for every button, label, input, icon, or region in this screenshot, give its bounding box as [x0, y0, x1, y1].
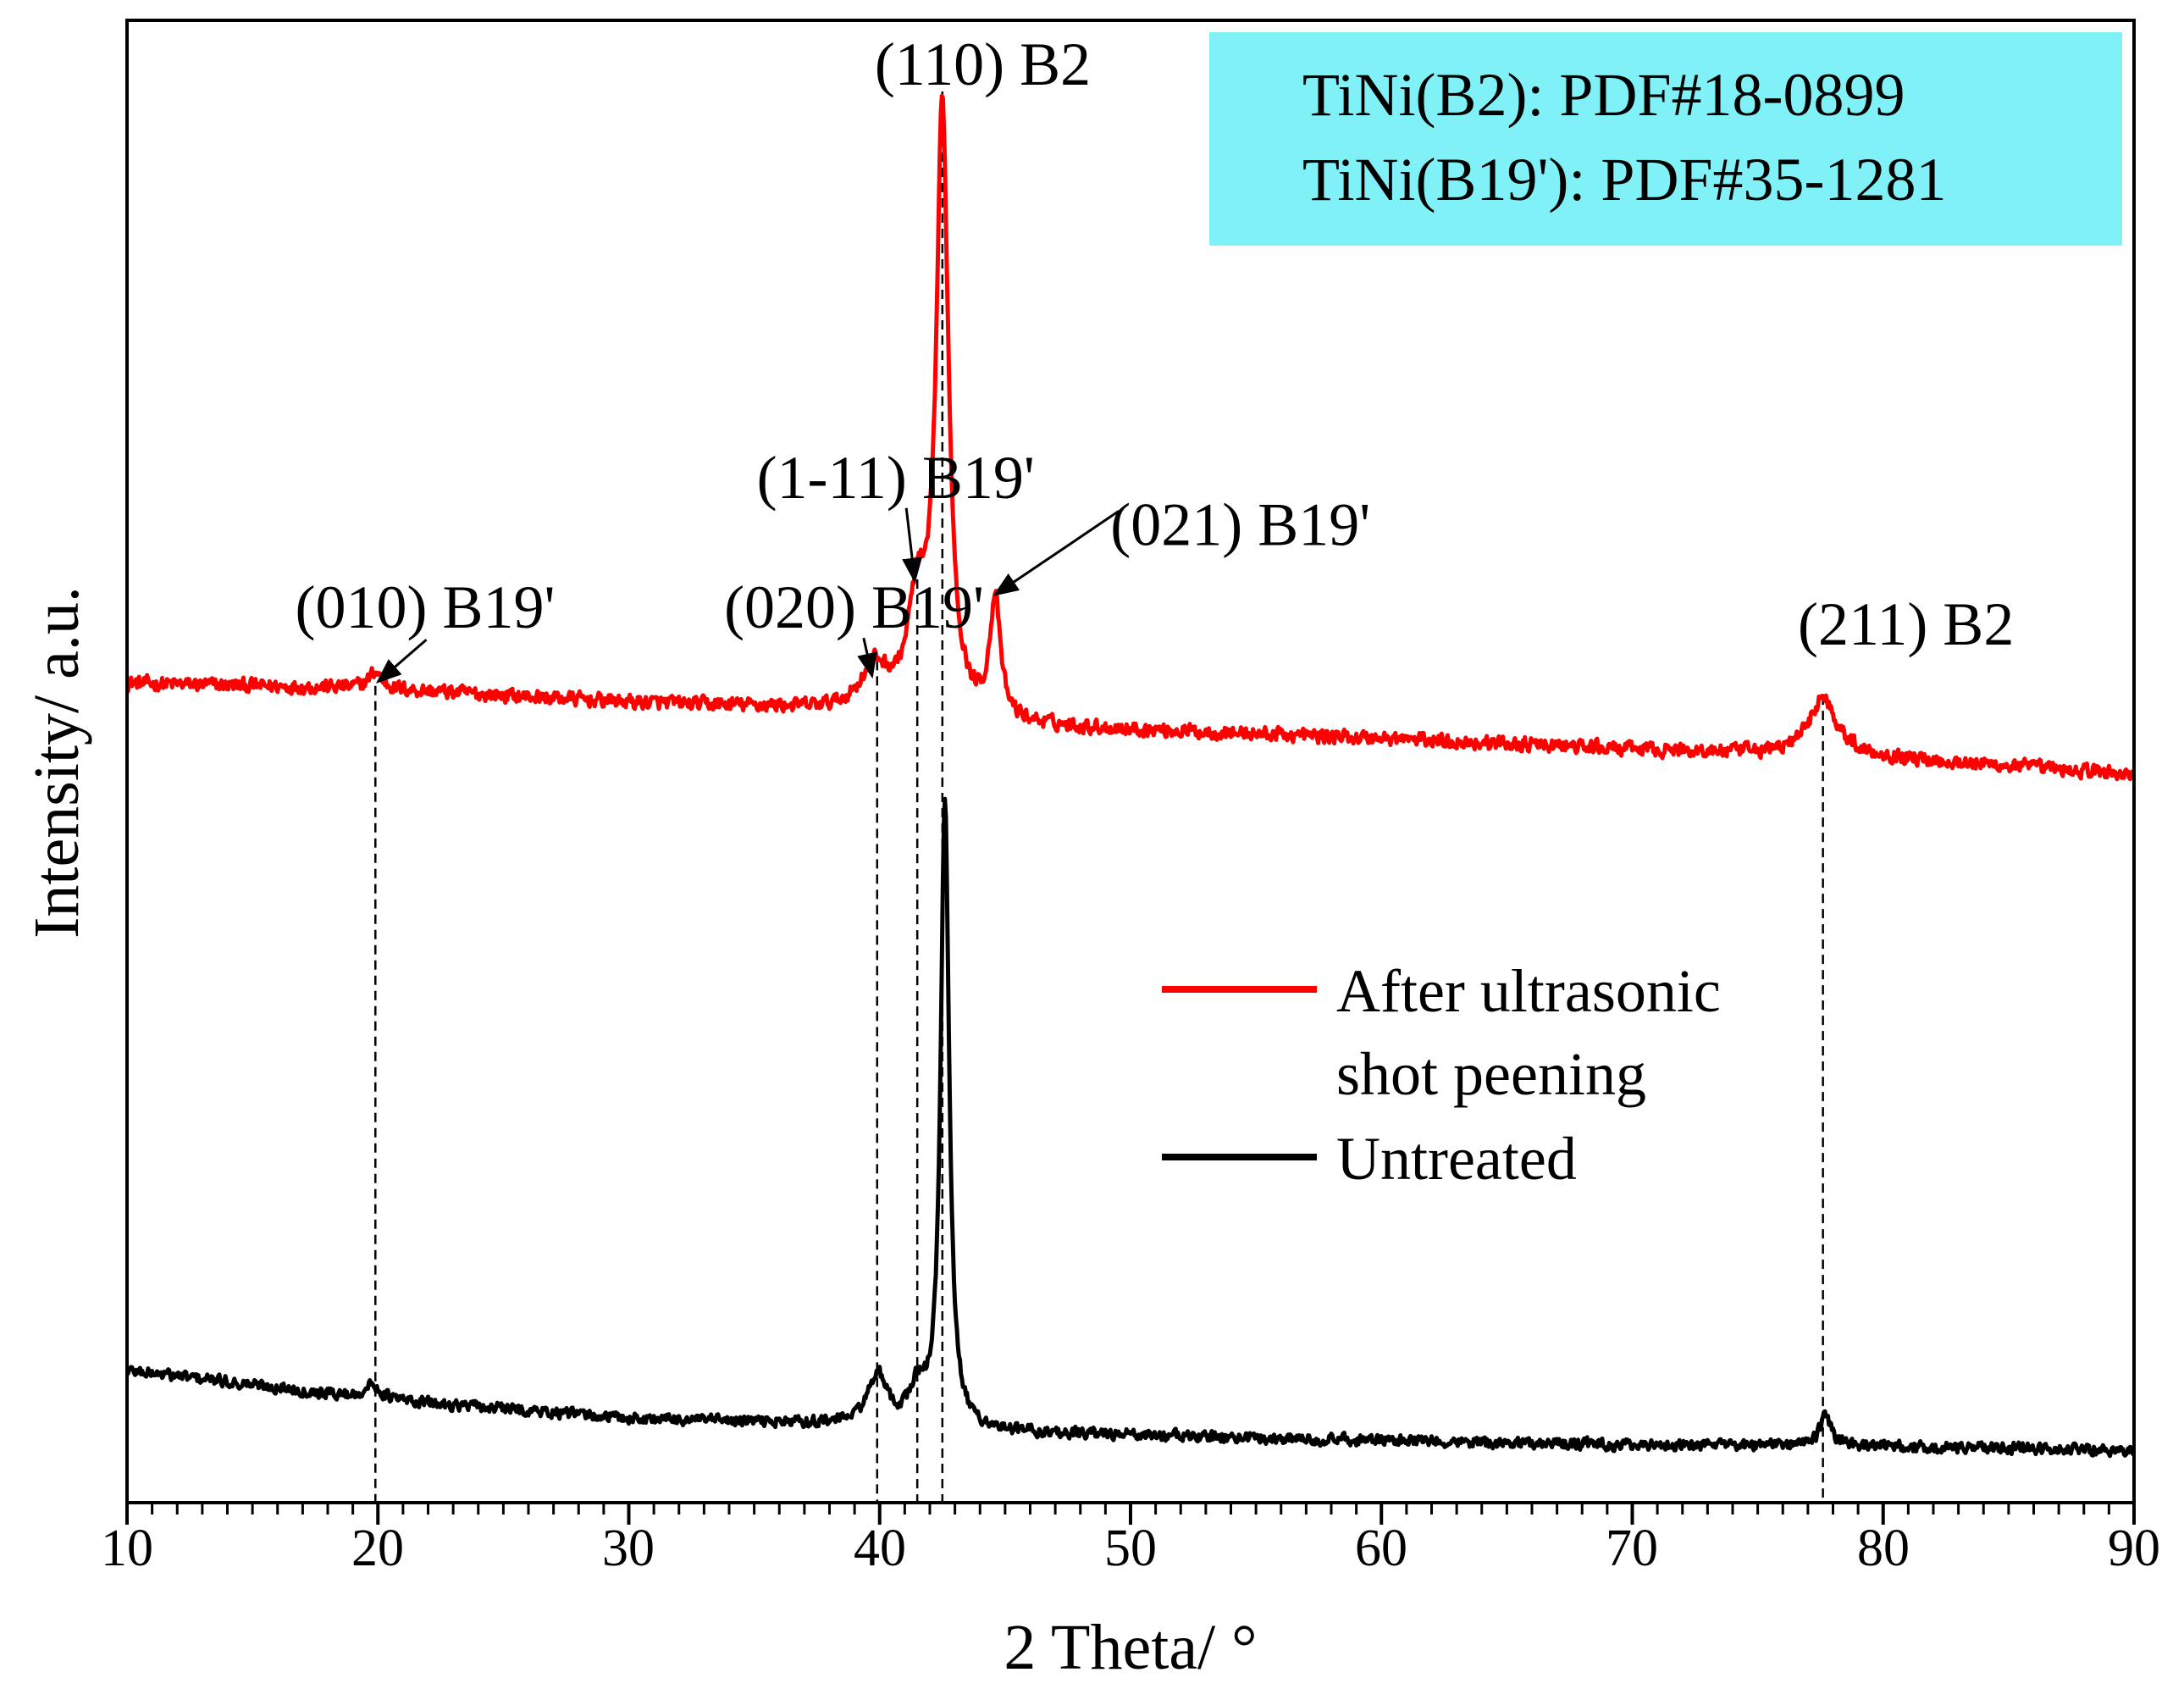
- reference-line-b19: TiNi(B19'): PDF#35-1281: [1302, 146, 1946, 213]
- legend-label-treated-line1: After ultrasonic: [1336, 957, 1721, 1025]
- series-line-untreated: [127, 796, 2134, 1459]
- peak-label: (010) B19': [295, 573, 555, 641]
- reference-box: [1209, 32, 2122, 246]
- x-tick-label: 80: [1857, 1520, 1910, 1577]
- x-tick-label: 70: [1606, 1520, 1658, 1577]
- y-axis-title: Intensity/ a.u.: [21, 586, 92, 939]
- legend-label-treated-line2: shot peening: [1336, 1040, 1646, 1108]
- x-axis-title: 2 Theta/ °: [1004, 1612, 1257, 1683]
- annotation-arrow: [992, 510, 1120, 596]
- annotation-arrow: [902, 507, 923, 584]
- annotation-arrow: [375, 639, 428, 684]
- reference-line-b2: TiNi(B2): PDF#18-0899: [1302, 61, 1905, 129]
- peak-label: (211) B2: [1798, 590, 2014, 658]
- x-tick-label: 20: [351, 1520, 404, 1577]
- x-tick-label: 90: [2108, 1520, 2160, 1577]
- x-tick-label: 60: [1355, 1520, 1407, 1577]
- annotation-arrow: [857, 637, 877, 679]
- peak-label: (020) B19': [724, 573, 984, 641]
- peak-label: (021) B19': [1110, 490, 1370, 558]
- x-tick-label: 30: [602, 1520, 655, 1577]
- x-tick-label: 40: [854, 1520, 906, 1577]
- legend-label-untreated: Untreated: [1336, 1125, 1577, 1193]
- series-line-treated: [127, 93, 2134, 782]
- peak-label: (110) B2: [875, 30, 1091, 98]
- x-tick-label: 50: [1104, 1520, 1157, 1577]
- x-tick-label: 10: [101, 1520, 153, 1577]
- peak-label: (1-11) B19': [757, 444, 1035, 512]
